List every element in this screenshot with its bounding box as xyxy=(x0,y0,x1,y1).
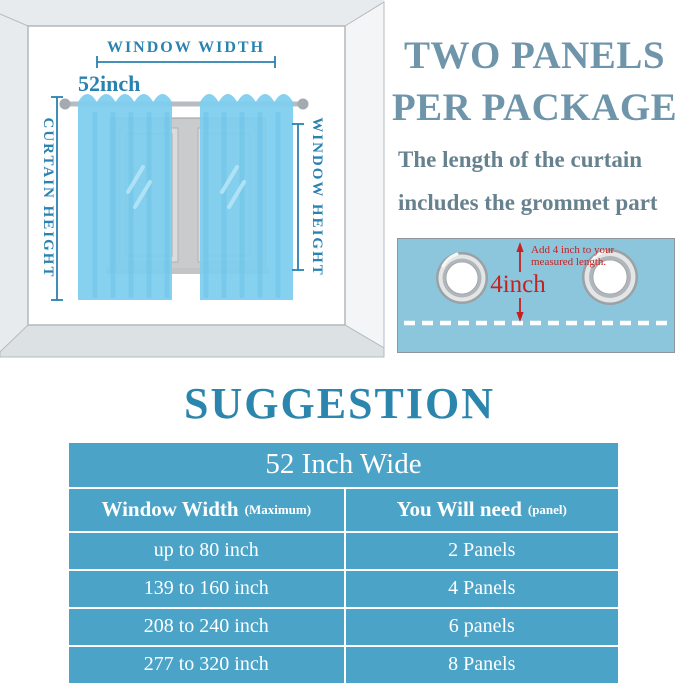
room-right-wall xyxy=(344,1,385,349)
suggestion-table: 52 Inch Wide Window Width (Maximum) You … xyxy=(69,443,618,683)
column-header-note: (panel) xyxy=(527,501,567,517)
grommet-measure-value: 4inch xyxy=(490,271,546,298)
table-row: 208 to 240 inch 6 panels xyxy=(69,606,619,645)
window-width-cell: 139 to 160 inch xyxy=(143,577,269,600)
rod-finial-left xyxy=(59,98,71,110)
panels-needed-cell: 2 Panels xyxy=(343,532,619,569)
package-heading: TWO PANELS PER PACKAGE xyxy=(390,30,679,134)
package-info-panel: TWO PANELS PER PACKAGE The length of the… xyxy=(390,0,679,360)
column-header-window-width: Window Width (Maximum) xyxy=(69,489,344,531)
column-header-label: Window Width xyxy=(101,497,239,522)
table-row: 139 to 160 inch 4 Panels xyxy=(69,568,619,607)
table-row: up to 80 inch 2 Panels xyxy=(69,530,619,569)
curtain-height-label: CURTAIN HEIGHT xyxy=(40,118,56,279)
panels-needed-cell: 4 Panels xyxy=(343,570,619,607)
grommet-diagram: 4inch Add 4 inch to your measured length… xyxy=(397,238,675,353)
curtain-panels xyxy=(78,94,293,300)
package-note-line2: includes the grommet part xyxy=(398,190,658,215)
measure-lines xyxy=(51,56,304,301)
window-width-cell: 208 to 240 inch xyxy=(143,615,269,638)
column-header-label: You Will need xyxy=(396,497,522,522)
curtain-shine-marks xyxy=(126,165,246,209)
window-width-cell: 277 to 320 inch xyxy=(143,653,269,676)
panels-needed-cell: 8 Panels xyxy=(343,646,619,683)
rod-finial-right xyxy=(297,98,309,110)
table-row: 277 to 320 inch 8 Panels xyxy=(69,644,619,683)
package-note-line1: The length of the curtain xyxy=(398,147,643,172)
grommet-icon xyxy=(582,249,638,305)
table-title: 52 Inch Wide xyxy=(265,448,422,481)
table-header-row: Window Width (Maximum) You Will need (pa… xyxy=(69,486,619,531)
package-note: The length of the curtain includes the g… xyxy=(398,138,676,224)
package-heading-line2: PER PACKAGE xyxy=(391,86,678,129)
grommet-annotation-line1: Add 4 inch to your xyxy=(531,244,614,256)
measure-arrow-up-icon xyxy=(516,242,524,272)
curtain-panel-right xyxy=(200,94,293,300)
curtain-panel-left xyxy=(78,94,172,300)
window-height-label: WINDOW HEIGHT xyxy=(309,117,325,277)
package-heading-line1: TWO PANELS xyxy=(403,34,666,77)
grommet-icon xyxy=(436,252,488,304)
ceiling-corner-line xyxy=(0,13,29,27)
curtain-folds xyxy=(92,112,281,298)
grommet-annotation-line2: measured length. xyxy=(531,256,606,268)
table-title-row: 52 Inch Wide xyxy=(69,443,618,487)
window-width-label: WINDOW WIDTH xyxy=(107,39,265,56)
column-header-note: (Maximum) xyxy=(244,501,312,517)
room-floor xyxy=(0,324,385,358)
curtain-width-value: 52inch xyxy=(78,71,140,96)
panels-needed-cell: 6 panels xyxy=(343,608,619,645)
room-measurement-diagram: WINDOW WIDTH 52inch CURTAIN HEIGHT WINDO… xyxy=(0,0,390,360)
measure-arrow-down-icon xyxy=(516,298,524,322)
window-width-cell: up to 80 inch xyxy=(153,539,259,562)
suggestion-title: SUGGESTION xyxy=(184,379,495,428)
grommet-diagram-svg: 4inch Add 4 inch to your measured length… xyxy=(397,238,675,353)
window-sill xyxy=(106,268,270,274)
column-header-panels-needed: You Will need (panel) xyxy=(343,488,619,531)
room-diagram-svg: WINDOW WIDTH 52inch CURTAIN HEIGHT WINDO… xyxy=(0,0,385,358)
